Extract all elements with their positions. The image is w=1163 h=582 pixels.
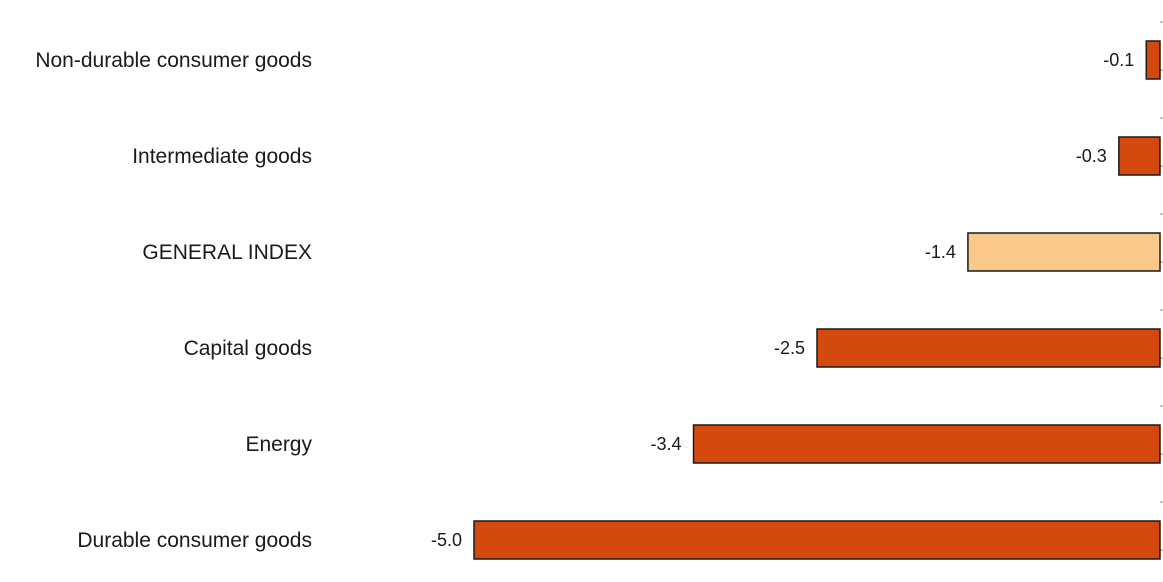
value-label-general-index: -1.4 xyxy=(925,242,956,262)
bars xyxy=(473,40,1161,560)
bar-energy xyxy=(692,424,1161,464)
value-labels: -0.1 -0.3 -1.4 -2.5 -3.4 -5.0 xyxy=(431,50,1134,550)
bar-durable-consumer-goods xyxy=(473,520,1161,560)
value-label-durable-consumer-goods: -5.0 xyxy=(431,530,462,550)
bar-intermediate-goods xyxy=(1118,136,1161,176)
bar-non-durable-consumer-goods xyxy=(1145,40,1161,80)
category-labels: Non-durable consumer goods Intermediate g… xyxy=(35,49,312,552)
bar-general-index xyxy=(967,232,1161,272)
value-label-non-durable-consumer-goods: -0.1 xyxy=(1103,50,1134,70)
bar-capital-goods xyxy=(816,328,1161,368)
value-label-energy: -3.4 xyxy=(650,434,681,454)
category-label-general-index: GENERAL INDEX xyxy=(142,241,312,264)
category-label-non-durable-consumer-goods: Non-durable consumer goods xyxy=(35,49,312,72)
category-label-intermediate-goods: Intermediate goods xyxy=(132,145,312,168)
category-label-durable-consumer-goods: Durable consumer goods xyxy=(77,529,312,552)
category-label-capital-goods: Capital goods xyxy=(184,337,312,360)
value-label-capital-goods: -2.5 xyxy=(774,338,805,358)
value-label-intermediate-goods: -0.3 xyxy=(1076,146,1107,166)
category-label-energy: Energy xyxy=(245,433,312,456)
